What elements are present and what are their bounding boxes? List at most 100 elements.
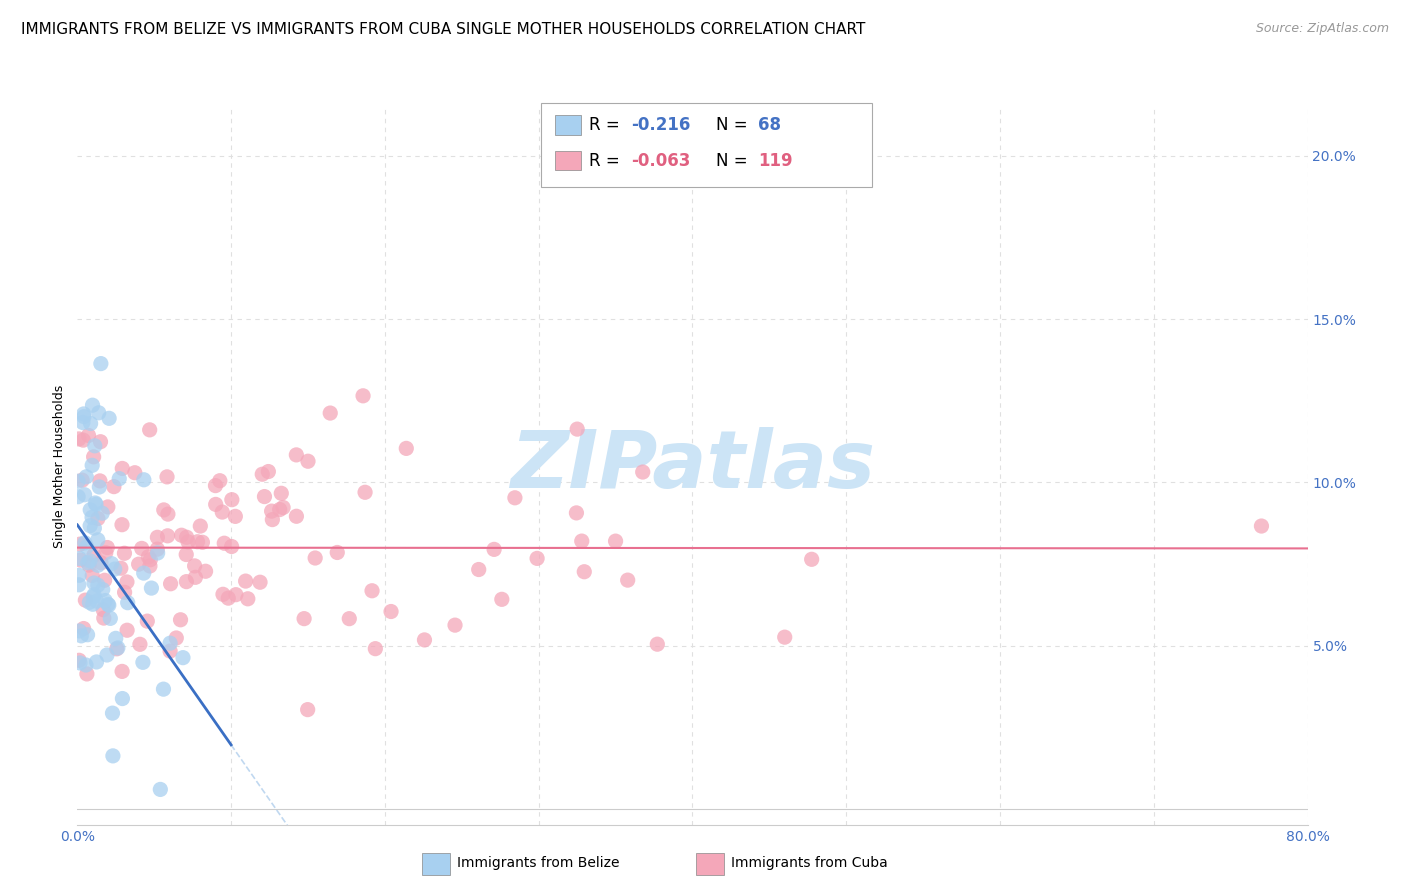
- Point: [124, 466, 146, 480]
- Point: [364, 641, 387, 656]
- Point: [352, 389, 374, 403]
- Point: [169, 613, 191, 627]
- Point: [297, 454, 319, 468]
- Point: [138, 549, 160, 564]
- Point: [79, 554, 101, 568]
- Point: [76, 540, 98, 554]
- Point: [83, 576, 105, 591]
- Point: [83, 450, 105, 464]
- Point: [221, 492, 243, 507]
- Point: [221, 540, 243, 554]
- Point: [77, 428, 100, 442]
- Point: [70, 473, 93, 487]
- Point: [214, 536, 236, 550]
- Point: [565, 506, 588, 520]
- Point: [108, 472, 131, 486]
- Point: [75, 470, 97, 484]
- Point: [172, 650, 194, 665]
- Point: [132, 656, 155, 670]
- Point: [83, 521, 105, 535]
- Point: [128, 557, 150, 571]
- Point: [326, 545, 349, 559]
- Point: [292, 612, 315, 626]
- Point: [194, 564, 217, 578]
- Point: [337, 612, 360, 626]
- Point: [67, 568, 90, 582]
- Point: [77, 558, 100, 573]
- Point: [67, 490, 90, 504]
- Point: [76, 667, 98, 681]
- Point: [141, 581, 163, 595]
- Point: [204, 497, 226, 511]
- Text: -0.063: -0.063: [631, 152, 690, 169]
- Point: [83, 439, 105, 453]
- Point: [84, 496, 107, 510]
- Point: [156, 507, 179, 521]
- Point: [94, 593, 117, 607]
- Point: [87, 578, 110, 592]
- Point: [152, 503, 174, 517]
- Point: [262, 513, 284, 527]
- Point: [188, 519, 211, 533]
- Point: [87, 533, 110, 547]
- Point: [115, 574, 138, 589]
- Point: [86, 594, 108, 608]
- Point: [129, 637, 152, 651]
- Point: [111, 517, 134, 532]
- Point: [72, 433, 94, 447]
- Point: [76, 556, 98, 570]
- Point: [98, 411, 121, 425]
- Point: [285, 448, 308, 462]
- Point: [647, 637, 669, 651]
- Point: [177, 534, 200, 549]
- Point: [82, 590, 104, 604]
- Point: [567, 422, 589, 436]
- Point: [100, 557, 122, 571]
- Point: [94, 546, 117, 560]
- Text: IMMIGRANTS FROM BELIZE VS IMMIGRANTS FROM CUBA SINGLE MOTHER HOUSEHOLDS CORRELAT: IMMIGRANTS FROM BELIZE VS IMMIGRANTS FRO…: [21, 22, 866, 37]
- Point: [444, 618, 467, 632]
- Point: [105, 641, 128, 656]
- Text: 68: 68: [758, 116, 780, 134]
- Point: [224, 509, 246, 524]
- Point: [72, 622, 94, 636]
- Point: [146, 546, 169, 560]
- Point: [70, 629, 93, 643]
- Point: [67, 474, 90, 488]
- Point: [83, 588, 105, 602]
- Text: ZIPatlas: ZIPatlas: [510, 427, 875, 505]
- Point: [115, 624, 138, 638]
- Text: -0.216: -0.216: [631, 116, 690, 134]
- Point: [271, 500, 294, 515]
- Point: [79, 518, 101, 533]
- Point: [93, 611, 115, 625]
- Point: [269, 502, 291, 516]
- Point: [114, 546, 136, 560]
- Point: [89, 480, 111, 494]
- Point: [136, 614, 159, 628]
- Point: [84, 497, 107, 511]
- Point: [1250, 519, 1272, 533]
- Point: [69, 537, 91, 551]
- Point: [110, 561, 132, 575]
- Text: N =: N =: [716, 152, 752, 169]
- Point: [395, 442, 418, 456]
- Point: [139, 559, 162, 574]
- Text: 119: 119: [758, 152, 793, 169]
- Point: [138, 423, 160, 437]
- Point: [101, 706, 124, 720]
- Point: [503, 491, 526, 505]
- Point: [773, 630, 796, 644]
- Point: [297, 703, 319, 717]
- Point: [107, 640, 129, 655]
- Point: [257, 465, 280, 479]
- Point: [104, 632, 127, 646]
- Point: [252, 467, 274, 482]
- Point: [96, 648, 118, 662]
- Point: [149, 782, 172, 797]
- Point: [482, 542, 505, 557]
- Point: [82, 458, 104, 473]
- Point: [79, 503, 101, 517]
- Point: [146, 542, 169, 557]
- Point: [67, 578, 90, 592]
